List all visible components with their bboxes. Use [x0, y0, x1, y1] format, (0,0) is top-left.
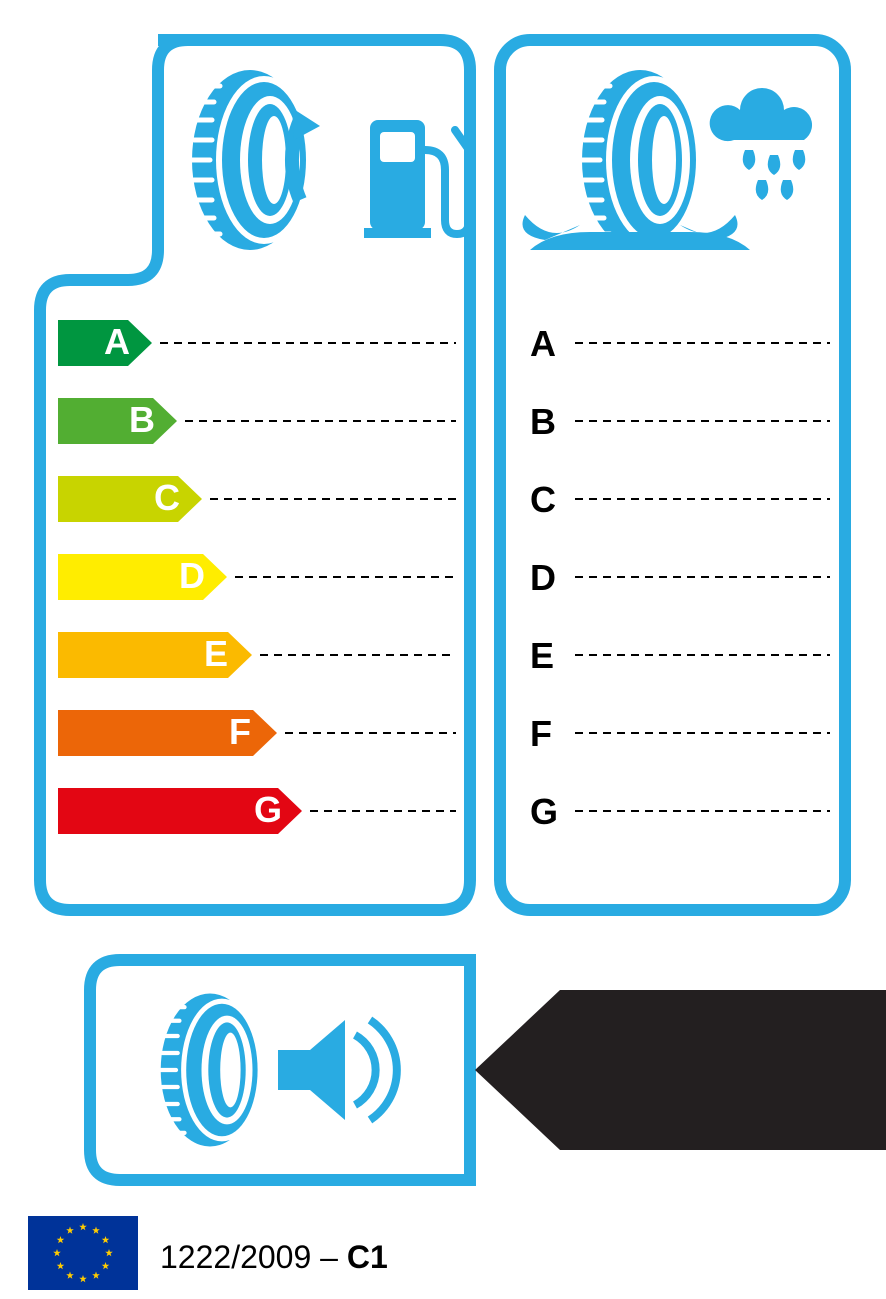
fuel-grade-letter-C: C	[154, 477, 180, 518]
wet-grade-letter-E: E	[530, 635, 554, 676]
tyre-wet-icon	[523, 70, 751, 250]
fuel-grade-letter-E: E	[204, 633, 228, 674]
wet-grade-letter-D: D	[530, 557, 556, 598]
fuel-grade-letter-B: B	[129, 399, 155, 440]
regulation-text: 1222/2009 – C1	[160, 1239, 388, 1275]
fuel-pump-icon	[364, 120, 469, 238]
tyre-noise-icon	[161, 994, 263, 1147]
wet-grade-letter-G: G	[530, 791, 558, 832]
eu-flag-icon	[28, 1216, 138, 1290]
wet-grade-letter-C: C	[530, 479, 556, 520]
noise-value-arrow	[475, 990, 886, 1150]
wet-panel	[500, 40, 845, 910]
rain-cloud-icon	[710, 88, 812, 200]
fuel-grade-bar-C	[58, 476, 202, 522]
regulation-class: C1	[347, 1239, 388, 1275]
noise-panel	[90, 960, 886, 1180]
speaker-icon	[278, 1020, 397, 1120]
fuel-grade-letter-A: A	[104, 321, 130, 362]
fuel-grade-bar-B	[58, 398, 177, 444]
wet-grade-letter-B: B	[530, 401, 556, 442]
regulation-sep: –	[311, 1239, 347, 1275]
fuel-panel	[40, 40, 470, 910]
wet-grade-letter-F: F	[530, 713, 552, 754]
tyre-fuel-icon	[192, 70, 320, 250]
fuel-grade-letter-G: G	[254, 789, 282, 830]
fuel-grade-letter-F: F	[229, 711, 251, 752]
fuel-grade-letter-D: D	[179, 555, 205, 596]
regulation-number: 1222/2009	[160, 1239, 311, 1275]
wet-grade-letter-A: A	[530, 323, 556, 364]
